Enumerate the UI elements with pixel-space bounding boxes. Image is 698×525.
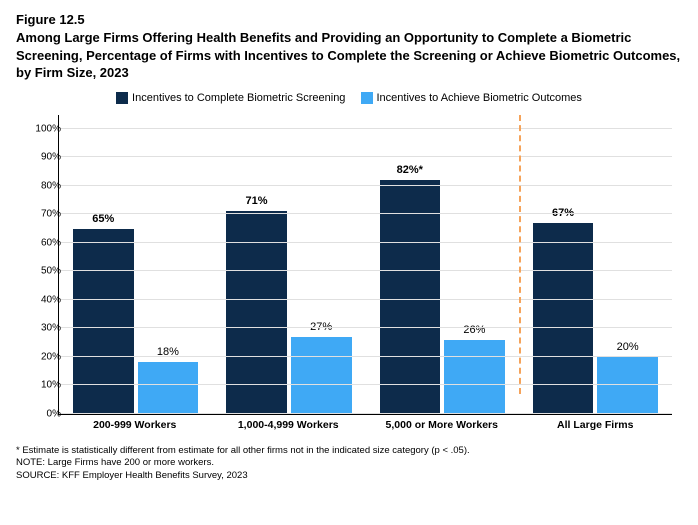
bar-value-label: 20%	[617, 341, 639, 353]
bar-series2: 26%	[444, 340, 505, 414]
group-divider	[519, 115, 521, 394]
bar-value-label: 82%*	[397, 164, 423, 176]
footnote-note: NOTE: Large Firms have 200 or more worke…	[16, 457, 682, 470]
bar-series2: 20%	[597, 357, 658, 414]
bar-group: 71% 27%	[212, 115, 365, 414]
gridline	[59, 384, 672, 385]
footnote-source: SOURCE: KFF Employer Health Benefits Sur…	[16, 470, 682, 483]
x-axis-label: 5,000 or More Workers	[365, 415, 519, 435]
y-tick-label: 10%	[25, 380, 61, 391]
x-axis-label: 1,000-4,999 Workers	[212, 415, 366, 435]
bar-value-label: 26%	[463, 324, 485, 336]
y-tick-label: 80%	[25, 180, 61, 191]
bar-value-label: 71%	[246, 195, 268, 207]
y-tick-label: 100%	[25, 123, 61, 134]
bar-series1: 82%*	[380, 180, 441, 414]
gridline	[59, 213, 672, 214]
gridline	[59, 299, 672, 300]
bar-value-label: 65%	[92, 213, 114, 225]
legend: Incentives to Complete Biometric Screeni…	[16, 92, 682, 107]
bar-group: 67%20%	[519, 115, 672, 414]
footnotes: * Estimate is statistically different fr…	[16, 445, 682, 483]
y-tick-label: 50%	[25, 266, 61, 277]
gridline	[59, 270, 672, 271]
y-tick-label: 70%	[25, 209, 61, 220]
legend-swatch-1	[116, 92, 128, 104]
y-tick-label: 30%	[25, 323, 61, 334]
bar-group: 65%18%	[59, 115, 212, 414]
x-axis-labels: 200-999 Workers1,000-4,999 Workers5,000 …	[58, 415, 672, 435]
bar-series1: 65%	[73, 229, 134, 414]
figure-number: Figure 12.5	[16, 12, 682, 27]
chart: 65%18%71%27%82%*26%67%20% 0%10%20%30%40%…	[58, 115, 672, 435]
bar-series2: 27%	[291, 337, 352, 414]
plot-area: 65%18%71%27%82%*26%67%20% 0%10%20%30%40%…	[58, 115, 672, 415]
gridline	[59, 327, 672, 328]
footnote-significance: * Estimate is statistically different fr…	[16, 445, 682, 458]
gridline	[59, 156, 672, 157]
legend-label-1: Incentives to Complete Biometric Screeni…	[132, 92, 345, 104]
gridline	[59, 356, 672, 357]
x-axis-label: 200-999 Workers	[58, 415, 212, 435]
y-tick-label: 60%	[25, 237, 61, 248]
x-axis-label: All Large Firms	[519, 415, 673, 435]
gridline	[59, 185, 672, 186]
y-tick-label: 90%	[25, 152, 61, 163]
legend-label-2: Incentives to Achieve Biometric Outcomes	[377, 92, 582, 104]
y-tick-label: 40%	[25, 294, 61, 305]
y-tick-label: 0%	[25, 408, 61, 419]
legend-item-1: Incentives to Complete Biometric Screeni…	[116, 92, 345, 104]
bar-group: 82%*26%	[366, 115, 519, 414]
gridline	[59, 128, 672, 129]
figure-title: Among Large Firms Offering Health Benefi…	[16, 29, 682, 82]
bar-series2: 18%	[138, 362, 199, 413]
legend-item-2: Incentives to Achieve Biometric Outcomes	[361, 92, 582, 104]
legend-swatch-2	[361, 92, 373, 104]
y-tick-label: 20%	[25, 351, 61, 362]
gridline	[59, 413, 672, 414]
bar-groups: 65%18%71%27%82%*26%67%20%	[59, 115, 672, 414]
gridline	[59, 242, 672, 243]
